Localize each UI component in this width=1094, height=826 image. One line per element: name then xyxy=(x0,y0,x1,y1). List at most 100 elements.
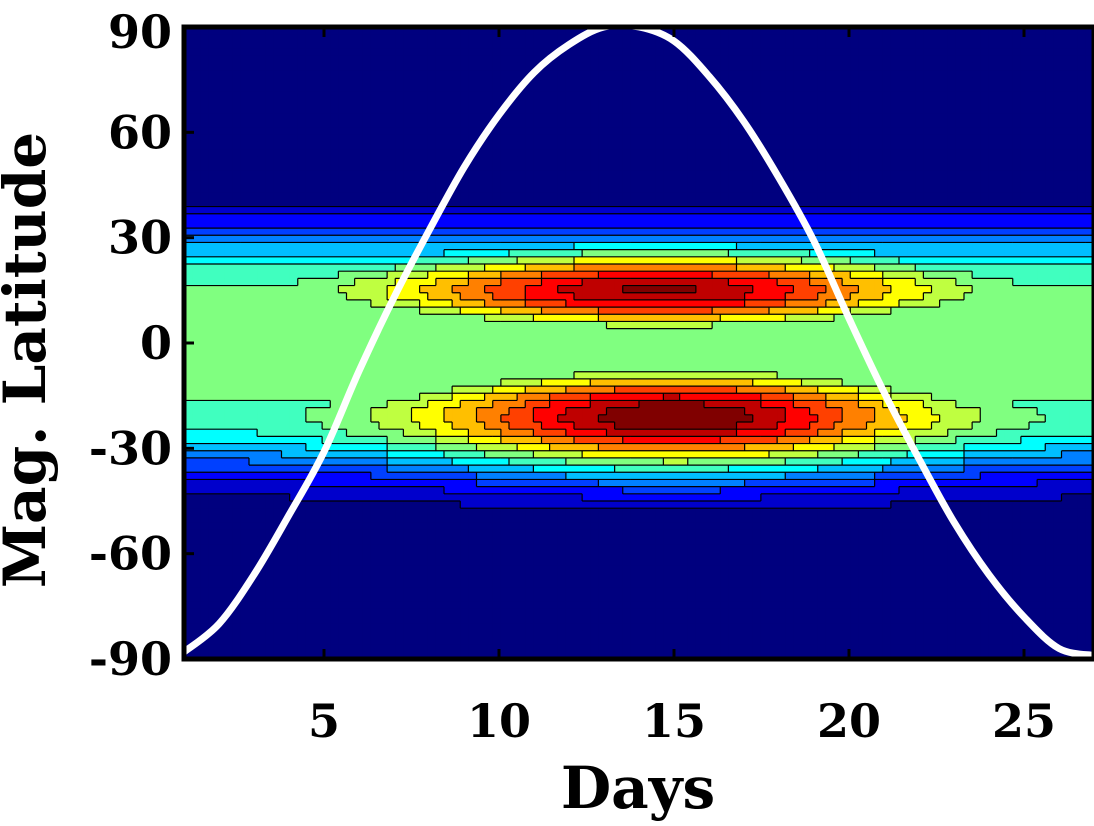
heatmap-cell xyxy=(346,292,356,301)
heatmap-cell xyxy=(460,335,470,344)
heatmap-cell xyxy=(549,220,559,229)
heatmap-cell xyxy=(257,285,266,294)
heatmap-cell xyxy=(289,70,299,78)
heatmap-cell xyxy=(947,285,957,294)
heatmap-cell xyxy=(728,249,738,258)
heatmap-cell xyxy=(403,156,413,165)
heatmap-cell xyxy=(695,264,705,272)
heatmap-cell xyxy=(1029,106,1038,114)
heatmap-cell xyxy=(273,163,283,172)
heatmap-cell xyxy=(744,41,754,50)
heatmap-cell xyxy=(687,278,697,287)
heatmap-cell xyxy=(817,292,827,301)
heatmap-cell xyxy=(801,264,811,272)
heatmap-cell xyxy=(801,299,811,308)
heatmap-cell xyxy=(663,292,673,301)
heatmap-cell xyxy=(549,98,559,107)
heatmap-cell xyxy=(882,127,892,136)
heatmap-cell xyxy=(655,156,665,165)
heatmap-cell xyxy=(525,299,535,308)
heatmap-cell xyxy=(1045,55,1055,64)
heatmap-cell xyxy=(338,242,348,251)
heatmap-cell xyxy=(964,185,973,193)
heatmap-cell xyxy=(777,120,786,129)
heatmap-cell xyxy=(744,149,754,157)
heatmap-cell xyxy=(980,199,990,208)
heatmap-cell xyxy=(793,328,803,337)
heatmap-cell xyxy=(525,91,535,100)
heatmap-cell xyxy=(736,228,746,236)
heatmap-cell xyxy=(582,335,591,344)
heatmap-cell xyxy=(1012,91,1022,100)
heatmap-cell xyxy=(785,62,795,71)
heatmap-cell xyxy=(305,134,315,143)
heatmap-cell xyxy=(866,34,876,43)
heatmap-cell xyxy=(630,27,640,35)
heatmap-cell xyxy=(549,213,559,222)
heatmap-cell xyxy=(200,48,210,57)
heatmap-cell xyxy=(500,292,510,301)
heatmap-cell xyxy=(1085,321,1094,330)
heatmap-cell xyxy=(557,149,567,157)
heatmap-cell xyxy=(322,41,331,50)
heatmap-cell xyxy=(769,213,778,222)
heatmap-cell xyxy=(687,127,697,136)
heatmap-cell xyxy=(330,314,340,323)
heatmap-cell xyxy=(744,213,754,222)
heatmap-cell xyxy=(1037,321,1046,330)
heatmap-cell xyxy=(533,314,543,323)
heatmap-cell xyxy=(1020,299,1030,308)
heatmap-cell xyxy=(1085,335,1094,344)
heatmap-cell xyxy=(184,106,193,114)
heatmap-cell xyxy=(687,149,697,157)
heatmap-cell xyxy=(1053,27,1063,35)
heatmap-cell xyxy=(468,242,478,251)
heatmap-cell xyxy=(606,55,616,64)
heatmap-cell xyxy=(720,213,730,222)
heatmap-cell xyxy=(525,134,535,143)
heatmap-cell xyxy=(370,235,380,244)
heatmap-cell xyxy=(500,213,510,222)
heatmap-cell xyxy=(574,307,583,315)
heatmap-cell xyxy=(825,120,835,129)
heatmap-cell xyxy=(484,335,494,344)
heatmap-cell xyxy=(866,163,876,172)
heatmap-cell xyxy=(411,77,421,86)
heatmap-cell xyxy=(232,307,242,315)
heatmap-cell xyxy=(598,156,608,165)
heatmap-cell xyxy=(435,170,445,179)
heatmap-cell xyxy=(777,242,786,251)
heatmap-cell xyxy=(736,156,746,165)
heatmap-cell xyxy=(760,84,770,93)
heatmap-cell xyxy=(297,185,307,193)
heatmap-cell xyxy=(866,256,876,265)
heatmap-cell xyxy=(460,84,470,93)
heatmap-cell xyxy=(403,328,413,337)
heatmap-cell xyxy=(574,335,583,344)
heatmap-cell xyxy=(1029,77,1038,86)
heatmap-cell xyxy=(947,185,957,193)
heatmap-cell xyxy=(720,48,730,57)
heatmap-cell xyxy=(882,206,892,215)
heatmap-cell xyxy=(1077,278,1087,287)
heatmap-cell xyxy=(338,27,348,35)
heatmap-cell xyxy=(549,278,559,287)
heatmap-cell xyxy=(1045,307,1055,315)
heatmap-cell xyxy=(598,34,608,43)
heatmap-cell xyxy=(695,213,705,222)
heatmap-cell xyxy=(679,321,689,330)
heatmap-cell xyxy=(687,249,697,258)
heatmap-cell xyxy=(728,192,738,201)
heatmap-cell xyxy=(834,106,843,114)
heatmap-cell xyxy=(663,141,673,150)
heatmap-cell xyxy=(996,206,1006,215)
heatmap-cell xyxy=(801,292,811,301)
heatmap-cell xyxy=(184,249,193,258)
heatmap-cell xyxy=(265,220,275,229)
heatmap-cell xyxy=(427,113,437,122)
heatmap-cell xyxy=(517,55,526,64)
heatmap-cell xyxy=(338,249,348,258)
heatmap-cell xyxy=(574,192,583,201)
heatmap-cell xyxy=(435,84,445,93)
heatmap-cell xyxy=(557,206,567,215)
